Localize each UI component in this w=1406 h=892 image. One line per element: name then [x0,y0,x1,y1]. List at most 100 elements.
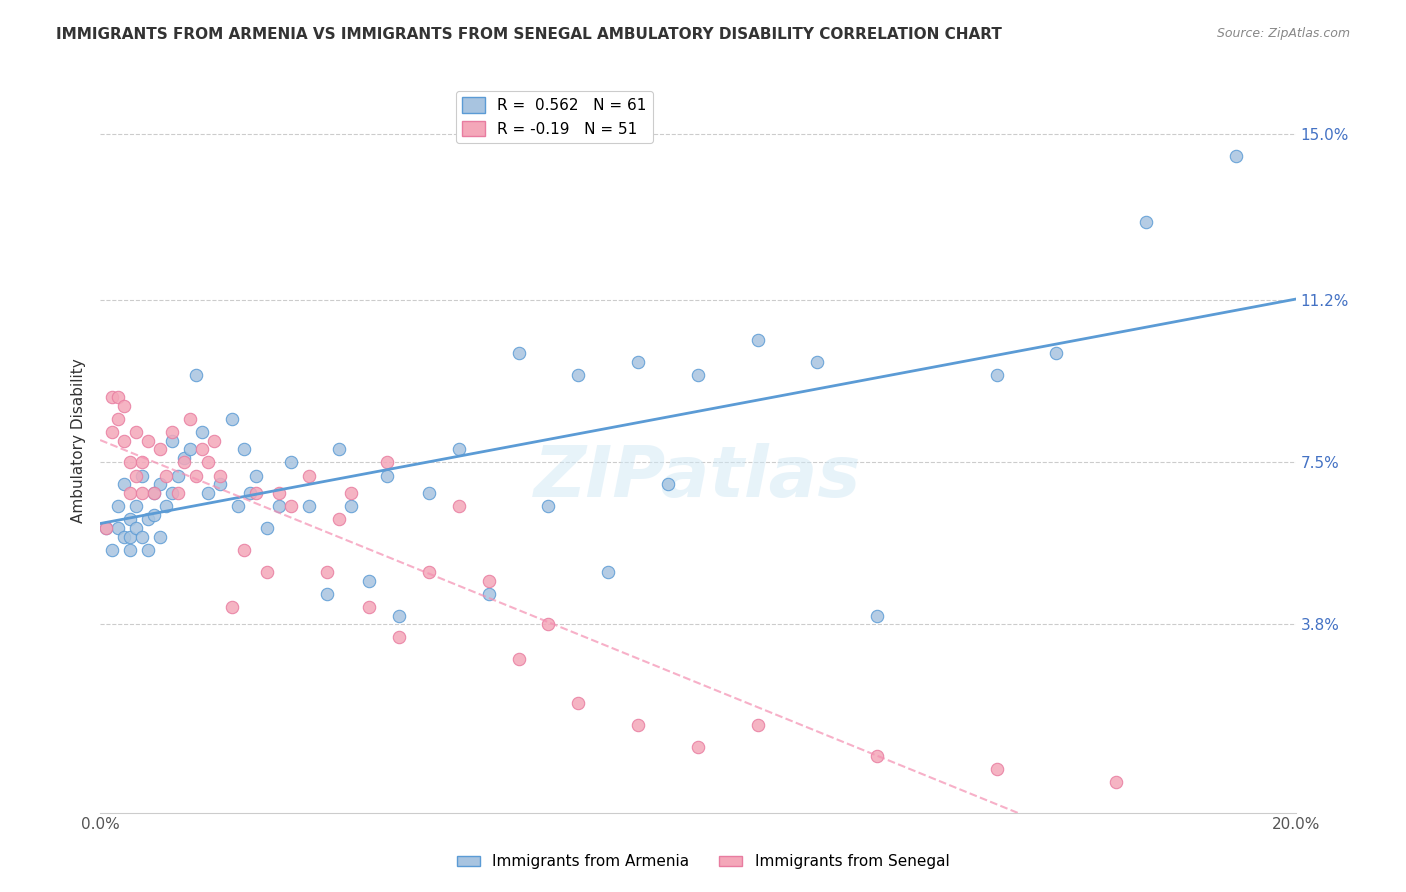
Point [190,442,212,457]
Point [627,718,650,732]
Point [508,346,530,360]
Point [118,455,141,469]
Point [508,652,530,666]
Point [173,450,195,465]
Point [567,696,589,710]
Text: ZIPatlas: ZIPatlas [534,443,862,512]
Point [226,499,249,513]
Point [149,477,172,491]
Point [269,499,291,513]
Point [166,468,188,483]
Point [388,608,411,623]
Y-axis label: Ambulatory Disability: Ambulatory Disability [72,359,86,523]
Point [418,565,440,579]
Point [747,718,769,732]
Point [298,499,321,513]
Point [537,499,560,513]
Text: IMMIGRANTS FROM ARMENIA VS IMMIGRANTS FROM SENEGAL AMBULATORY DISABILITY CORRELA: IMMIGRANTS FROM ARMENIA VS IMMIGRANTS FR… [56,27,1002,42]
Point [375,468,398,483]
Point [340,486,363,500]
Point [447,442,470,457]
Point [657,477,679,491]
Point [118,530,141,544]
Point [173,455,195,469]
Point [179,442,201,457]
Point [118,543,141,558]
Point [107,411,129,425]
Point [131,455,153,469]
Point [298,468,321,483]
Point [107,521,129,535]
Point [142,486,165,500]
Point [1105,775,1128,789]
Point [316,565,339,579]
Point [447,499,470,513]
Point [202,434,225,448]
Point [1045,346,1067,360]
Point [388,631,411,645]
Point [101,425,124,439]
Point [94,521,117,535]
Point [136,543,159,558]
Point [418,486,440,500]
Point [160,486,183,500]
Point [155,468,177,483]
Point [232,543,254,558]
Point [112,399,135,413]
Point [208,468,231,483]
Point [866,748,889,763]
Point [118,486,141,500]
Point [142,508,165,522]
Point [1225,149,1247,163]
Point [567,368,589,382]
Point [101,543,124,558]
Point [686,368,709,382]
Point [149,442,172,457]
Point [375,455,398,469]
Point [112,434,135,448]
Point [131,530,153,544]
Point [125,468,148,483]
Point [686,739,709,754]
Point [149,530,172,544]
Point [280,455,302,469]
Point [179,411,201,425]
Point [806,355,828,369]
Point [184,368,207,382]
Point [238,486,260,500]
Point [221,599,243,614]
Point [136,512,159,526]
Point [986,762,1008,776]
Point [359,599,381,614]
Point [166,486,188,500]
Point [340,499,363,513]
Point [478,574,501,588]
Point [256,521,278,535]
Point [256,565,278,579]
Point [208,477,231,491]
Point [478,587,501,601]
Point [328,442,350,457]
Point [136,434,159,448]
Point [598,565,620,579]
Point [125,425,148,439]
Point [131,468,153,483]
Point [112,530,135,544]
Point [101,390,124,404]
Point [866,608,889,623]
Point [160,434,183,448]
Point [142,486,165,500]
Point [627,355,650,369]
Point [118,512,141,526]
Point [112,477,135,491]
Point [155,499,177,513]
Point [190,425,212,439]
Point [245,486,267,500]
Point [359,574,381,588]
Text: Source: ZipAtlas.com: Source: ZipAtlas.com [1216,27,1350,40]
Point [107,390,129,404]
Legend: R =  0.562   N = 61, R = -0.19   N = 51: R = 0.562 N = 61, R = -0.19 N = 51 [456,91,652,143]
Point [986,368,1008,382]
Point [245,468,267,483]
Point [125,521,148,535]
